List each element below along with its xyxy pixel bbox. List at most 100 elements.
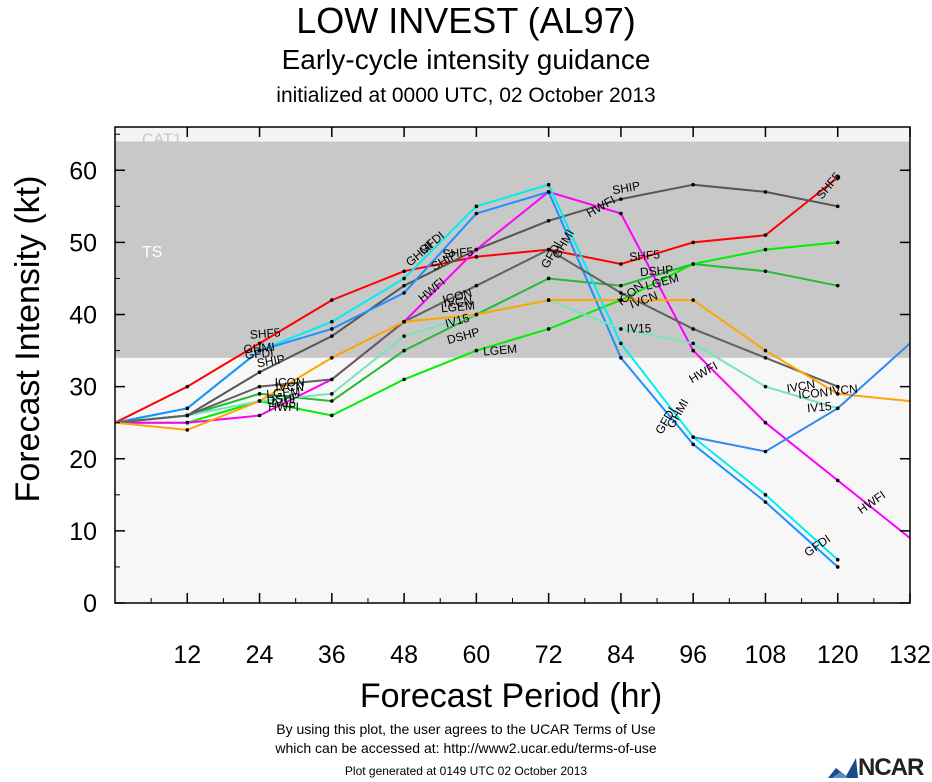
series-point [402, 334, 406, 338]
band-label-cat1: CAT1 [142, 131, 182, 148]
series-point [546, 298, 551, 302]
series-point [835, 392, 840, 396]
series-point [330, 334, 334, 338]
series-point [257, 370, 262, 375]
series-line [114, 299, 911, 431]
model-label: SHIP [611, 179, 641, 198]
series-point [691, 435, 695, 439]
series-point [546, 218, 551, 223]
series-point [691, 341, 695, 346]
series-point [619, 291, 623, 295]
series-point [257, 384, 262, 389]
series-point [330, 399, 334, 403]
series-point [835, 406, 840, 411]
series-point [763, 384, 768, 389]
series-point [619, 355, 623, 360]
series-point [691, 348, 695, 353]
series-point [474, 255, 479, 259]
terms-line-1: By using this plot, the user agrees to t… [276, 721, 656, 737]
intensity-bands: TS CAT1 [115, 127, 910, 603]
series-point [257, 341, 262, 346]
series-point [619, 298, 623, 302]
series-point [691, 240, 695, 245]
series-point [763, 190, 768, 194]
model-label: ICON [275, 376, 305, 390]
x-tick-label: 120 [817, 641, 859, 669]
series-point [619, 283, 623, 288]
series-point [835, 565, 840, 569]
series-point [835, 240, 840, 245]
model-label: SHIP [256, 352, 286, 371]
model-label: IVCN [786, 377, 817, 396]
series-line [115, 190, 911, 539]
chart-title: LOW INVEST (AL97) [296, 0, 636, 41]
series-point [330, 413, 334, 418]
series-point [257, 392, 262, 396]
model-label: IV15 [627, 322, 652, 336]
series-point [763, 247, 768, 252]
x-tick-label: 108 [745, 641, 787, 669]
series-point [619, 262, 623, 266]
init-line: initialized at 0000 UTC, 02 October 2013 [276, 84, 656, 107]
band-label-ts: TS [142, 244, 162, 261]
chart-subtitle: Early-cycle intensity guidance [281, 44, 651, 75]
model-label: LGEM [483, 342, 518, 359]
model-label: GFDI [244, 346, 274, 362]
series-point [330, 377, 334, 382]
series-point [402, 283, 406, 288]
series-point [257, 413, 262, 418]
series-point [835, 175, 840, 180]
x-tick-label: 12 [173, 641, 201, 669]
series-point [619, 341, 623, 346]
series-point [185, 428, 190, 432]
model-label: SHF5 [442, 244, 474, 261]
terms-line-2[interactable]: which can be accessed at: http://www2.uc… [275, 740, 657, 756]
series-point [835, 478, 840, 483]
x-tick-label: 132 [889, 641, 931, 669]
model-label: IVCN [829, 382, 859, 398]
model-label: DSHP [639, 262, 673, 279]
model-label: ICON [798, 385, 829, 402]
band-cat1 [115, 127, 910, 142]
series-point [691, 442, 695, 447]
x-tick-label: 72 [535, 641, 563, 669]
series-point [835, 384, 840, 389]
y-tick-label: 20 [69, 446, 97, 474]
series-point [185, 420, 190, 425]
series-point [402, 291, 406, 295]
model-label: IV15 [444, 311, 472, 331]
series-point [763, 269, 768, 274]
series-point [474, 204, 479, 209]
y-tick-label: 0 [83, 590, 97, 618]
series-point [691, 327, 695, 331]
x-tick-label: 84 [607, 641, 635, 669]
x-tick-label: 60 [462, 641, 490, 669]
x-tick-label: 36 [318, 641, 346, 669]
model-label: IV15 [271, 396, 296, 410]
series-point [546, 327, 551, 331]
model-label: LGEM [440, 298, 475, 315]
series-point [763, 500, 768, 504]
series-point [835, 557, 840, 562]
series-point [330, 392, 334, 396]
series-point [763, 348, 768, 353]
x-tick-label: 48 [390, 641, 418, 669]
ncar-logo-text: NCAR [858, 754, 924, 781]
model-label: LGEM [266, 384, 301, 401]
series-point [474, 312, 479, 317]
series-point [546, 190, 551, 194]
series-point [330, 319, 334, 324]
series-point [546, 247, 551, 252]
series-point [763, 420, 768, 425]
series-point [185, 406, 190, 411]
y-axis-label: Forecast Intensity (kt) [9, 176, 47, 503]
series-point [330, 327, 334, 331]
series-point [257, 399, 262, 403]
series-point [402, 348, 406, 353]
series-point [185, 413, 190, 418]
series-point [402, 377, 406, 382]
model-label: DSHP [266, 390, 300, 407]
series-points [185, 175, 840, 569]
y-tick-label: 50 [69, 229, 97, 257]
series-point [619, 211, 623, 216]
